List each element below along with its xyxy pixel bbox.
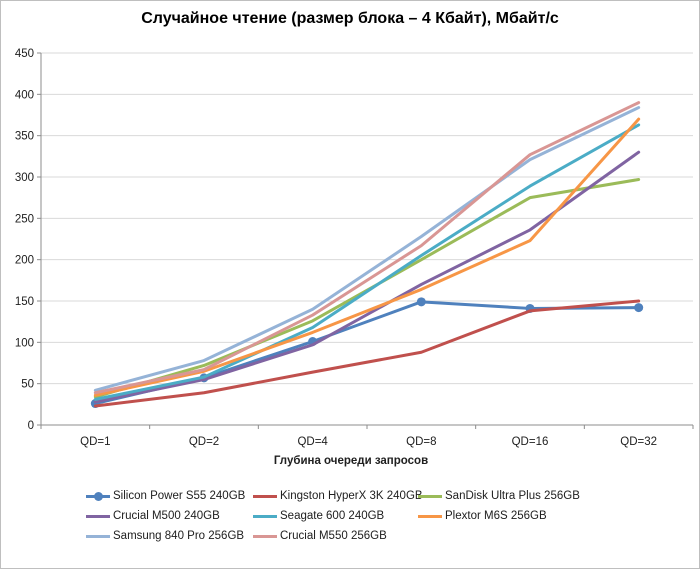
legend-swatch <box>86 514 110 518</box>
series-line <box>93 101 641 395</box>
series-line <box>93 150 641 404</box>
y-tick-label: 50 <box>21 379 34 391</box>
series-line <box>93 117 641 397</box>
legend-label: Kingston HyperX 3K 240GB <box>280 490 423 502</box>
legend-item: Samsung 840 Pro 256GB <box>86 530 253 542</box>
legend-item: Plextor M6S 256GB <box>418 510 580 522</box>
x-tick-label: QD=32 <box>620 436 657 448</box>
legend-item: Silicon Power S55 240GB <box>86 490 253 502</box>
x-tick-label: QD=8 <box>406 436 436 448</box>
y-tick-label: 150 <box>15 296 34 308</box>
series-line <box>93 106 641 392</box>
y-tick-label: 200 <box>15 255 34 267</box>
series-line <box>93 123 641 401</box>
legend-swatch <box>418 494 442 498</box>
series-line <box>93 299 641 408</box>
chart-title: Случайное чтение (размер блока – 4 Кбайт… <box>141 10 559 27</box>
legend-marker-dot <box>94 491 103 501</box>
x-axis-title: Глубина очереди запросов <box>273 455 429 467</box>
legend-item: Crucial M550 256GB <box>253 530 418 542</box>
legend-item: Seagate 600 240GB <box>253 510 418 522</box>
y-tick-label: 300 <box>15 172 34 184</box>
y-tick-label: 450 <box>15 48 34 60</box>
series-marker <box>416 297 426 307</box>
legend-swatch <box>253 494 277 498</box>
x-tick-label: QD=1 <box>80 436 110 448</box>
series-marker <box>634 303 644 313</box>
legend-swatch <box>253 514 277 518</box>
legend-item: Kingston HyperX 3K 240GB <box>253 490 423 502</box>
legend-swatch <box>86 491 110 501</box>
legend-item: SanDisk Ultra Plus 256GB <box>418 490 580 502</box>
y-tick-label: 400 <box>15 89 34 101</box>
x-tick-label: QD=4 <box>297 436 328 448</box>
legend-label: Crucial M500 240GB <box>113 510 220 522</box>
x-tick-label: QD=16 <box>512 436 549 448</box>
legend-swatch <box>418 514 442 518</box>
y-tick-label: 100 <box>15 337 34 349</box>
legend-item: Crucial M500 240GB <box>86 510 253 522</box>
series-line <box>93 300 641 406</box>
legend-label: Silicon Power S55 240GB <box>113 490 246 502</box>
legend-label: Plextor M6S 256GB <box>445 510 547 522</box>
y-tick-label: 350 <box>15 131 34 143</box>
y-tick-label: 250 <box>15 213 34 225</box>
legend-swatch <box>253 534 277 538</box>
legend-label: Crucial M550 256GB <box>280 530 387 542</box>
chart-legend: Silicon Power S55 240GB Kingston HyperX 3… <box>86 490 580 542</box>
legend-swatch <box>86 534 110 538</box>
legend-label: Samsung 840 Pro 256GB <box>113 530 245 542</box>
legend-label: SanDisk Ultra Plus 256GB <box>445 490 580 502</box>
x-tick-label: QD=2 <box>189 436 219 448</box>
legend-label: Seagate 600 240GB <box>280 510 385 522</box>
y-tick-label: 0 <box>28 420 34 432</box>
